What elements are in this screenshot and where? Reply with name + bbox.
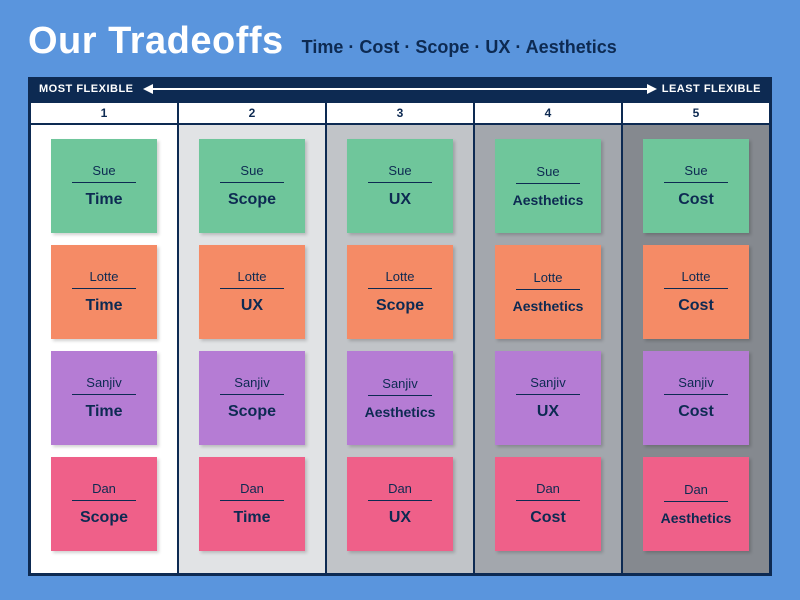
scale-least-flexible-label: LEAST FLEXIBLE xyxy=(662,83,761,95)
column-header: 5 xyxy=(623,103,769,125)
tradeoff-card: Lotte Scope xyxy=(347,245,453,339)
card-value: Aesthetics xyxy=(365,404,436,420)
tradeoff-card: Dan UX xyxy=(347,457,453,551)
tradeoff-card: Dan Scope xyxy=(51,457,157,551)
title-row: Our Tradeoffs Time · Cost · Scope · UX ·… xyxy=(28,20,772,63)
card-person-name: Lotte xyxy=(72,269,136,289)
columns-container: 1SueTimeLotteTimeSanjivTimeDanScope2SueS… xyxy=(31,103,769,573)
column-header: 1 xyxy=(31,103,177,125)
scale-most-flexible-label: MOST FLEXIBLE xyxy=(39,83,134,95)
card-person-name: Sanjiv xyxy=(516,375,580,395)
card-person-name: Sue xyxy=(368,163,432,183)
scale-arrow-icon xyxy=(151,88,649,90)
card-person-name: Sanjiv xyxy=(220,375,284,395)
tradeoff-card: Sue UX xyxy=(347,139,453,233)
card-person-name: Lotte xyxy=(220,269,284,289)
card-person-name: Lotte xyxy=(368,269,432,289)
card-person-name: Sanjiv xyxy=(664,375,728,395)
card-value: Time xyxy=(85,191,122,209)
card-person-name: Sue xyxy=(664,163,728,183)
card-value: UX xyxy=(537,403,559,421)
column-2: 2 Sue Scope Lotte UX Sanjiv Scope Dan Time xyxy=(179,103,327,573)
tradeoff-card: Sanjiv Scope xyxy=(199,351,305,445)
tradeoff-card: Sue Time xyxy=(51,139,157,233)
page-subtitle: Time · Cost · Scope · UX · Aesthetics xyxy=(302,37,617,58)
card-value: Time xyxy=(233,509,270,527)
card-value: Aesthetics xyxy=(513,192,584,208)
column-body: Sue Cost Lotte Cost Sanjiv Cost Dan Aesthetics xyxy=(623,125,769,573)
column-3: 3 Sue UX Lotte Scope Sanjiv Aesthetics Dan UX xyxy=(327,103,475,573)
card-person-name: Sanjiv xyxy=(368,376,432,396)
card-value: Scope xyxy=(80,509,128,527)
column-header: 2 xyxy=(179,103,325,125)
card-person-name: Dan xyxy=(220,481,284,501)
card-value: Time xyxy=(85,297,122,315)
column-body: Sue UX Lotte Scope Sanjiv Aesthetics Dan UX xyxy=(327,125,473,573)
column-header: 4 xyxy=(475,103,621,125)
card-person-name: Dan xyxy=(664,482,728,502)
tradeoff-card: Sanjiv Cost xyxy=(643,351,749,445)
card-value: Cost xyxy=(678,191,714,209)
card-value: Scope xyxy=(228,191,276,209)
column-body: Sue Aesthetics Lotte Aesthetics Sanjiv UX Dan C… xyxy=(475,125,621,573)
scale-header: MOST FLEXIBLE LEAST FLEXIBLE xyxy=(31,77,769,103)
tradeoff-card: Sanjiv Aesthetics xyxy=(347,351,453,445)
card-person-name: Dan xyxy=(368,481,432,501)
card-value: Cost xyxy=(678,403,714,421)
tradeoff-card: Sue Scope xyxy=(199,139,305,233)
tradeoff-card: Dan Aesthetics xyxy=(643,457,749,551)
card-person-name: Sue xyxy=(220,163,284,183)
card-value: UX xyxy=(241,297,263,315)
card-value: Time xyxy=(85,403,122,421)
card-value: UX xyxy=(389,509,411,527)
card-person-name: Sanjiv xyxy=(72,375,136,395)
card-value: Aesthetics xyxy=(513,298,584,314)
flexibility-board: MOST FLEXIBLE LEAST FLEXIBLE 1SueTimeLot… xyxy=(28,77,772,576)
card-person-name: Sue xyxy=(516,164,580,184)
tradeoff-card: Sanjiv Time xyxy=(51,351,157,445)
tradeoff-card: Lotte Aesthetics xyxy=(495,245,601,339)
column-body: Sue Time Lotte Time Sanjiv Time Dan Scope xyxy=(31,125,177,573)
card-person-name: Dan xyxy=(516,481,580,501)
card-person-name: Dan xyxy=(72,481,136,501)
tradeoff-card: Sanjiv UX xyxy=(495,351,601,445)
tradeoff-card: Lotte Time xyxy=(51,245,157,339)
card-value: Scope xyxy=(376,297,424,315)
tradeoff-card: Lotte Cost xyxy=(643,245,749,339)
column-1: 1 Sue Time Lotte Time Sanjiv Time Dan Scope xyxy=(31,103,179,573)
card-person-name: Lotte xyxy=(516,270,580,290)
tradeoff-card: Sue Cost xyxy=(643,139,749,233)
tradeoff-card: Lotte UX xyxy=(199,245,305,339)
card-person-name: Sue xyxy=(72,163,136,183)
tradeoffs-slide: Our Tradeoffs Time · Cost · Scope · UX ·… xyxy=(0,0,800,600)
column-4: 4 Sue Aesthetics Lotte Aesthetics Sanjiv UX Dan… xyxy=(475,103,623,573)
card-person-name: Lotte xyxy=(664,269,728,289)
tradeoff-card: Dan Cost xyxy=(495,457,601,551)
column-5: 5 Sue Cost Lotte Cost Sanjiv Cost Dan Aesthetics xyxy=(623,103,769,573)
card-value: Cost xyxy=(678,297,714,315)
page-title: Our Tradeoffs xyxy=(28,20,284,63)
column-body: Sue Scope Lotte UX Sanjiv Scope Dan Time xyxy=(179,125,325,573)
tradeoff-card: Dan Time xyxy=(199,457,305,551)
card-value: UX xyxy=(389,191,411,209)
card-value: Aesthetics xyxy=(661,510,732,526)
card-value: Scope xyxy=(228,403,276,421)
tradeoff-card: Sue Aesthetics xyxy=(495,139,601,233)
column-header: 3 xyxy=(327,103,473,125)
card-value: Cost xyxy=(530,509,566,527)
